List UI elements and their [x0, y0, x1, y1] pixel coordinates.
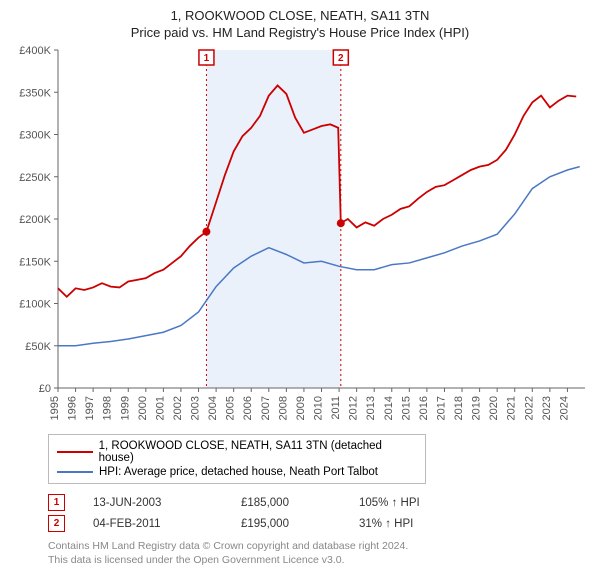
event-pct: 31% ↑ HPI [359, 518, 413, 530]
svg-text:2022: 2022 [523, 396, 535, 420]
event-row: 2 04-FEB-2011 £195,000 31% ↑ HPI [48, 513, 590, 534]
legend-label: HPI: Average price, detached house, Neat… [99, 466, 378, 478]
footer-line: Contains HM Land Registry data © Crown c… [48, 540, 590, 554]
svg-text:2005: 2005 [225, 396, 237, 420]
legend-item: 1, ROOKWOOD CLOSE, NEATH, SA11 3TN (deta… [57, 439, 417, 465]
svg-text:2016: 2016 [418, 396, 430, 420]
svg-text:£50K: £50K [25, 341, 51, 353]
svg-text:1997: 1997 [84, 396, 96, 420]
svg-text:£400K: £400K [19, 46, 51, 57]
svg-text:2002: 2002 [172, 396, 184, 420]
svg-text:£250K: £250K [19, 172, 51, 184]
event-marker-icon: 1 [48, 494, 65, 511]
svg-text:2017: 2017 [435, 396, 447, 420]
svg-text:1995: 1995 [49, 396, 61, 420]
legend-swatch [57, 471, 93, 473]
svg-text:£150K: £150K [19, 256, 51, 268]
svg-text:£100K: £100K [19, 299, 51, 311]
legend: 1, ROOKWOOD CLOSE, NEATH, SA11 3TN (deta… [48, 434, 426, 484]
svg-text:2: 2 [338, 53, 344, 64]
svg-text:2020: 2020 [488, 396, 500, 420]
svg-text:2003: 2003 [190, 396, 202, 420]
svg-text:2013: 2013 [365, 396, 377, 420]
svg-text:2011: 2011 [330, 396, 342, 420]
svg-text:2012: 2012 [348, 396, 360, 420]
svg-text:2014: 2014 [383, 396, 395, 420]
svg-text:1: 1 [204, 53, 210, 64]
chart-title-sub: Price paid vs. HM Land Registry's House … [10, 25, 590, 40]
legend-swatch [57, 451, 93, 453]
svg-text:2023: 2023 [541, 396, 553, 420]
svg-text:2015: 2015 [400, 396, 412, 420]
price-chart: £0 £50K £100K £150K £200K £250K £300K £350K £400… [10, 46, 590, 426]
event-pct: 105% ↑ HPI [359, 497, 420, 509]
chart-title-address: 1, ROOKWOOD CLOSE, NEATH, SA11 3TN [10, 8, 590, 23]
svg-text:2001: 2001 [154, 396, 166, 420]
svg-text:1998: 1998 [102, 396, 114, 420]
event-row: 1 13-JUN-2003 £185,000 105% ↑ HPI [48, 492, 590, 513]
footer-line: This data is licensed under the Open Gov… [48, 554, 590, 567]
event-date: 04-FEB-2011 [93, 518, 213, 530]
svg-text:2006: 2006 [242, 396, 254, 420]
legend-item: HPI: Average price, detached house, Neat… [57, 465, 417, 479]
svg-text:£300K: £300K [19, 130, 51, 142]
event-price: £195,000 [241, 518, 331, 530]
legend-label: 1, ROOKWOOD CLOSE, NEATH, SA11 3TN (deta… [99, 440, 417, 464]
event-date: 13-JUN-2003 [93, 497, 213, 509]
svg-text:1996: 1996 [67, 396, 79, 420]
footer-attribution: Contains HM Land Registry data © Crown c… [48, 540, 590, 567]
svg-text:2009: 2009 [295, 396, 307, 420]
event-marker-icon: 2 [48, 515, 65, 532]
svg-text:2008: 2008 [277, 396, 289, 420]
event-price: £185,000 [241, 497, 331, 509]
events-table: 1 13-JUN-2003 £185,000 105% ↑ HPI 2 04-F… [48, 492, 590, 534]
svg-text:£200K: £200K [19, 214, 51, 226]
svg-text:2019: 2019 [471, 396, 483, 420]
svg-text:1999: 1999 [119, 396, 131, 420]
svg-text:£350K: £350K [19, 87, 51, 99]
svg-text:2000: 2000 [137, 396, 149, 420]
svg-text:2018: 2018 [453, 396, 465, 420]
svg-text:2010: 2010 [313, 396, 325, 420]
svg-text:2004: 2004 [207, 396, 219, 420]
svg-text:2024: 2024 [558, 396, 570, 420]
svg-text:2007: 2007 [260, 396, 272, 420]
svg-text:£0: £0 [39, 383, 51, 395]
svg-text:2021: 2021 [506, 396, 518, 420]
